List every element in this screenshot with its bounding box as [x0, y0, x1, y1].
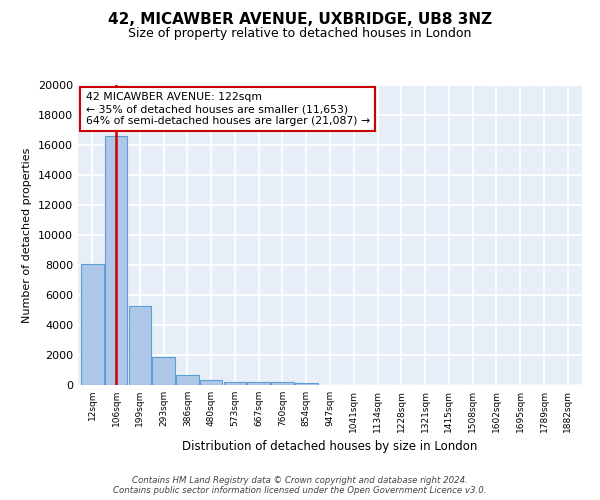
X-axis label: Distribution of detached houses by size in London: Distribution of detached houses by size … [182, 440, 478, 454]
Y-axis label: Number of detached properties: Number of detached properties [22, 148, 32, 322]
Text: 42 MICAWBER AVENUE: 122sqm
← 35% of detached houses are smaller (11,653)
64% of : 42 MICAWBER AVENUE: 122sqm ← 35% of deta… [86, 92, 370, 126]
Bar [271, 382, 294, 385]
Text: 42, MICAWBER AVENUE, UXBRIDGE, UB8 3NZ: 42, MICAWBER AVENUE, UXBRIDGE, UB8 3NZ [108, 12, 492, 28]
Bar [152, 357, 175, 385]
Bar [224, 382, 246, 385]
Bar [81, 264, 104, 385]
Bar [247, 382, 270, 385]
Bar [295, 383, 317, 385]
Text: Size of property relative to detached houses in London: Size of property relative to detached ho… [128, 28, 472, 40]
Bar [176, 374, 199, 385]
Bar [105, 136, 127, 385]
Bar [200, 380, 223, 385]
Text: Contains HM Land Registry data © Crown copyright and database right 2024.
Contai: Contains HM Land Registry data © Crown c… [113, 476, 487, 495]
Bar [128, 306, 151, 385]
